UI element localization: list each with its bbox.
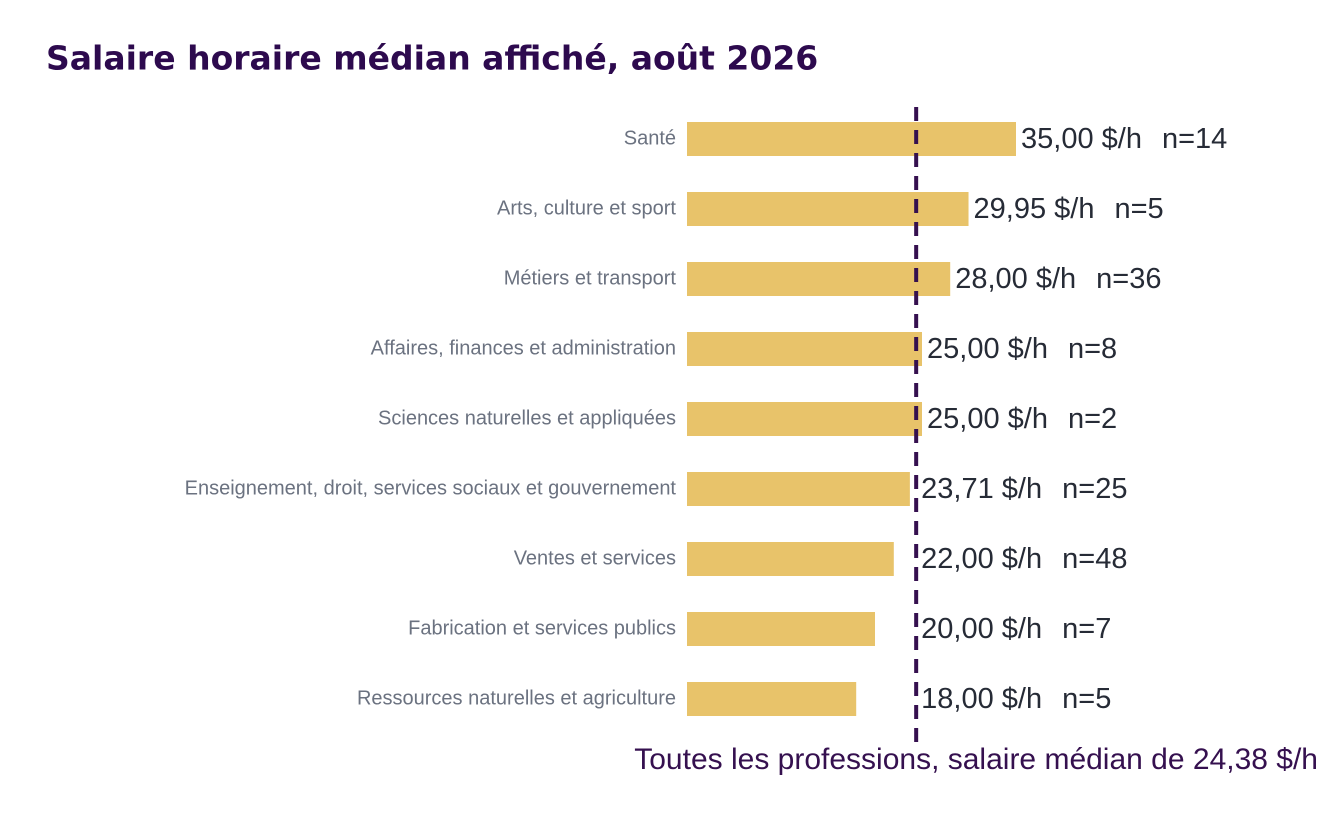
category-label: Santé	[624, 127, 676, 149]
category-label: Fabrication et services publics	[408, 617, 676, 639]
value-text: 22,00 $/h	[921, 543, 1042, 575]
value-text: 23,71 $/h	[921, 473, 1042, 505]
bar	[687, 192, 969, 226]
bar	[687, 542, 894, 576]
bar	[687, 682, 857, 716]
count-text: n=5	[1114, 193, 1163, 225]
category-label: Arts, culture et sport	[497, 197, 676, 219]
category-label: Ressources naturelles et agriculture	[357, 687, 676, 709]
count-text: n=14	[1162, 123, 1227, 155]
count-text: n=36	[1096, 263, 1161, 295]
count-text: n=25	[1062, 473, 1127, 505]
value-text: 18,00 $/h	[921, 683, 1042, 715]
value-label: 20,00 $/h n=7	[921, 613, 1111, 645]
bar	[687, 472, 910, 506]
count-text: n=8	[1068, 333, 1117, 365]
reference-label: Toutes les professions, salaire médian d…	[634, 743, 1318, 776]
bar	[687, 402, 922, 436]
count-text: n=48	[1062, 543, 1127, 575]
value-label: 35,00 $/h n=14	[1021, 123, 1227, 155]
value-text: 29,95 $/h	[974, 193, 1095, 225]
count-text: n=5	[1062, 683, 1111, 715]
value-label: 25,00 $/h n=8	[927, 333, 1117, 365]
bar	[687, 122, 1016, 156]
chart-title: Salaire horaire médian affiché, août 202…	[46, 39, 818, 78]
category-label: Affaires, finances et administration	[371, 337, 676, 359]
value-label: 29,95 $/h n=5	[974, 193, 1164, 225]
value-text: 25,00 $/h	[927, 403, 1048, 435]
value-text: 25,00 $/h	[927, 333, 1048, 365]
value-label: 18,00 $/h n=5	[921, 683, 1111, 715]
count-text: n=7	[1062, 613, 1111, 645]
value-label: 22,00 $/h n=48	[921, 543, 1127, 575]
category-label: Enseignement, droit, services sociaux et…	[185, 477, 677, 499]
bar	[687, 262, 951, 296]
bar	[687, 612, 875, 646]
category-label: Sciences naturelles et appliquées	[378, 407, 676, 429]
value-text: 35,00 $/h	[1021, 123, 1142, 155]
value-label: 28,00 $/h n=36	[955, 263, 1161, 295]
count-text: n=2	[1068, 403, 1117, 435]
value-text: 28,00 $/h	[955, 263, 1076, 295]
bar	[687, 332, 922, 366]
value-label: 23,71 $/h n=25	[921, 473, 1127, 505]
category-label: Ventes et services	[514, 547, 676, 569]
value-label: 25,00 $/h n=2	[927, 403, 1117, 435]
category-label: Métiers et transport	[504, 267, 677, 289]
value-text: 20,00 $/h	[921, 613, 1042, 645]
